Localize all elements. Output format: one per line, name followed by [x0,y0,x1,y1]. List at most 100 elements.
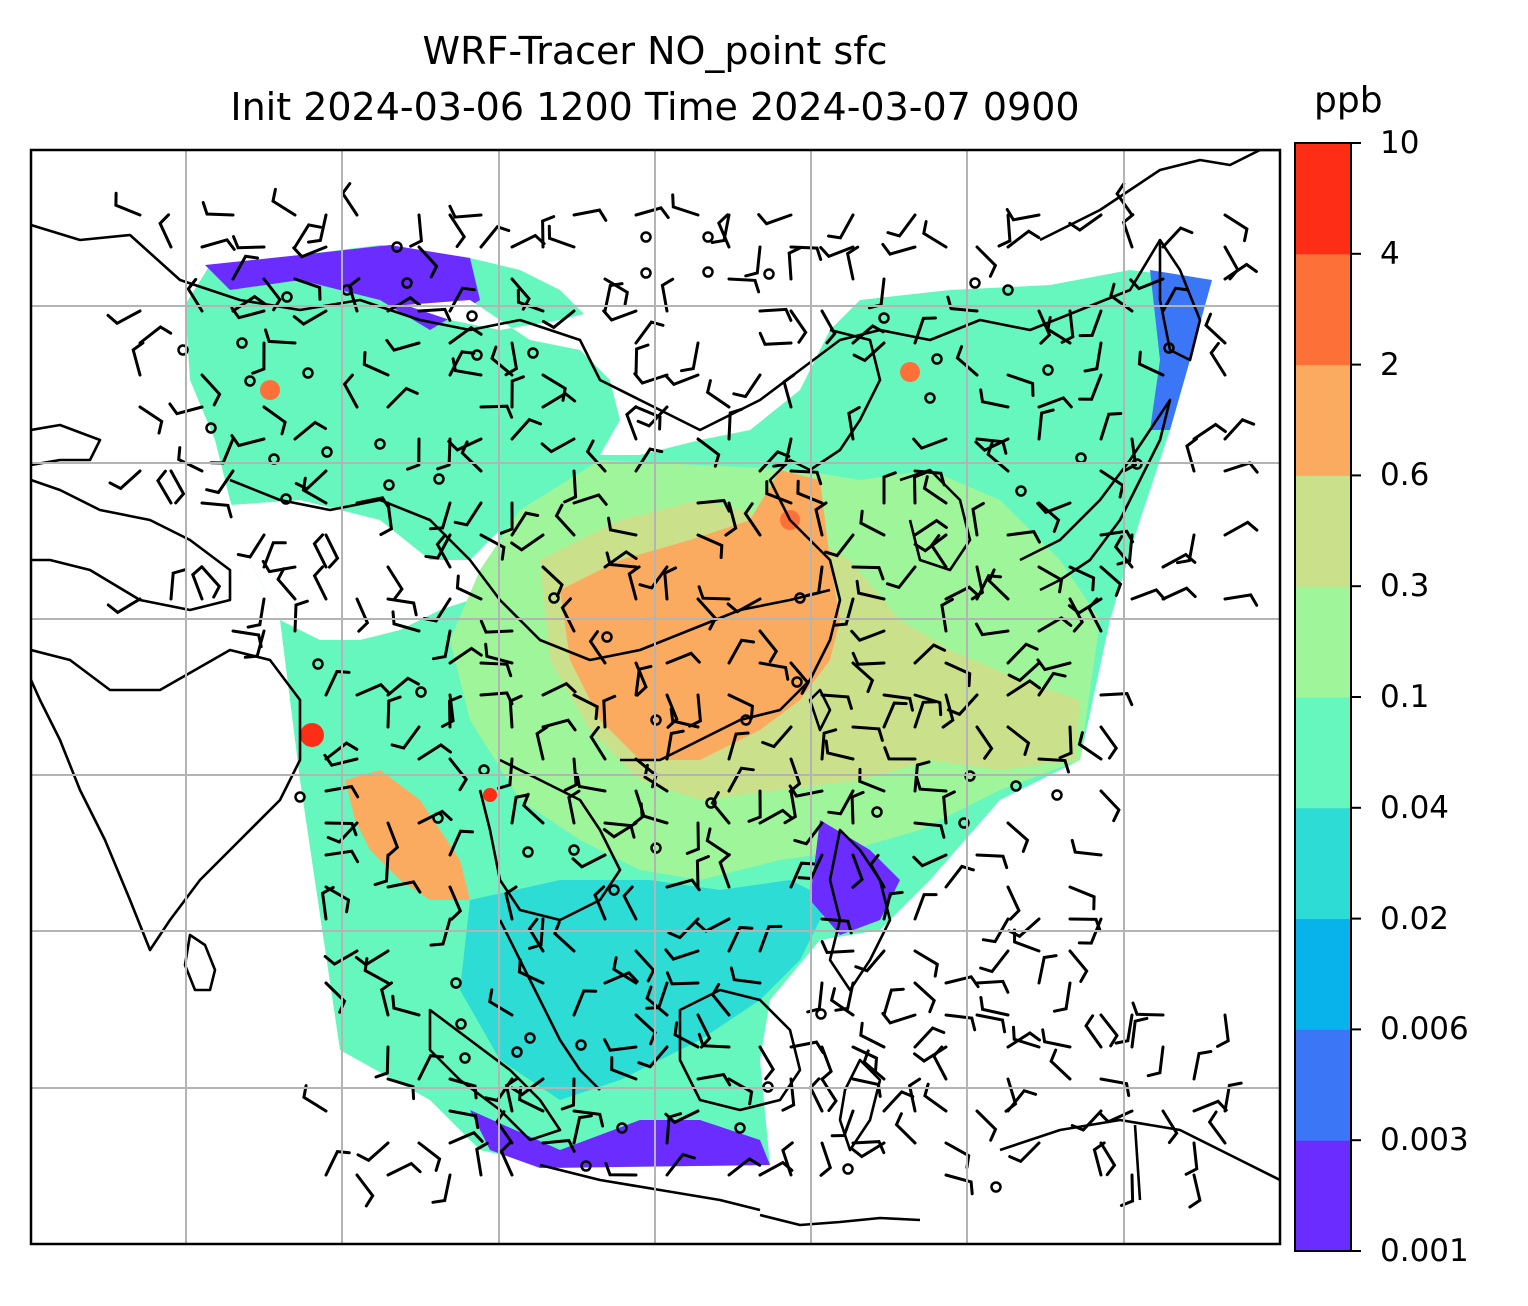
wind-barb [424,533,452,560]
wind-barb [971,501,985,537]
wind-barb [504,1077,518,1113]
wind-barb [1007,661,1041,683]
wind-barb [1068,565,1096,592]
calm-wind-marker [794,592,806,604]
wind-barb [1037,408,1055,441]
wind-barb [974,437,1010,452]
wind-barb [717,213,731,249]
wind-barb [585,439,607,473]
wind-barb [1005,208,1041,222]
wind-barb [820,309,837,345]
wind-barb [516,288,545,313]
wind-barb [588,630,607,665]
wind-barb [363,957,390,985]
wind-barb [1161,1109,1179,1145]
wind-barb [705,379,731,409]
wind-barb [830,1109,855,1138]
wind-barb [391,994,421,1017]
calm-wind-marker [931,353,943,365]
wind-barb [431,1173,452,1204]
wind-barb [200,238,236,251]
wind-barb [637,1045,669,1069]
wind-barb [1161,286,1189,313]
wind-barb [1006,679,1041,697]
wind-barb [1130,588,1166,601]
wind-barb [1006,725,1031,756]
field-high-central [560,470,840,760]
wind-barb [634,320,665,345]
wind-barb [727,407,744,441]
wind-barb [793,821,824,846]
wind-barb [665,693,679,729]
wind-barb [307,213,328,244]
wind-barb [868,853,886,889]
wind-barb [547,224,576,249]
wind-barb [634,343,650,377]
wind-barb [293,223,322,249]
wind-barb [727,693,754,720]
calm-wind-marker [374,438,386,450]
calm-wind-marker [740,714,752,726]
wind-barb [417,245,439,279]
wind-barb [271,187,297,217]
calm-wind-marker [236,337,248,349]
wind-barb [1084,1014,1103,1049]
wind-barb [1129,277,1165,291]
wind-barb [859,509,886,537]
wind-barb [834,981,855,1012]
colorbar-segment [1295,253,1351,366]
wind-barb [824,739,855,761]
wind-barb [1068,949,1089,983]
calm-wind-marker [511,1046,523,1058]
calm-wind-marker [524,1032,536,1044]
coastlines [31,150,1280,1227]
colorbar-segment [1295,586,1351,698]
wind-barb [262,405,287,436]
colorbar-segment [1295,475,1351,587]
wind-barb [1099,692,1134,707]
wind-barb [975,1013,1007,1034]
wind-barb [727,731,750,761]
calm-wind-marker [878,312,890,324]
wind-barb [436,437,452,471]
calm-wind-marker [312,658,324,670]
wind-barb [882,987,905,1017]
colorbar-segment [1295,364,1351,476]
wind-barb [406,437,421,471]
wind-barb [429,501,452,531]
coastline-caspian [31,423,102,467]
colorbar-segment [1295,807,1351,920]
wind-barb [356,1141,390,1163]
wind-barb [448,204,483,219]
wind-barb [447,437,483,452]
wind-barb [114,191,142,217]
calm-wind-marker [471,349,483,361]
wind-barb [200,373,222,407]
wind-barb [293,420,327,441]
wind-barb [1037,757,1070,774]
field-blank-north [405,300,800,455]
wind-barb [855,579,886,601]
wind-barb [782,373,796,409]
wind-barb [1204,312,1227,345]
wind-barb [301,476,328,505]
wind-barb [294,469,328,491]
wind-barb [913,643,947,665]
wind-barb [553,920,576,953]
wind-barb [1176,533,1196,565]
wind-barb [758,1045,776,1081]
coastline-indochina [478,758,622,922]
wind-barb [987,568,1010,601]
wind-barb [510,417,542,441]
wind-barb [851,725,884,742]
wind-barb [386,1161,422,1177]
colorbar-tick-label: 0.001 [1380,1233,1469,1269]
wind-barb [323,753,359,767]
wind-barb [1037,616,1073,633]
coastline-sumatra [428,1008,562,1142]
wind-barb [851,1045,879,1072]
wind-barb [727,1077,754,1106]
wind-barb [603,282,624,313]
coastline-borneo [678,988,802,1112]
